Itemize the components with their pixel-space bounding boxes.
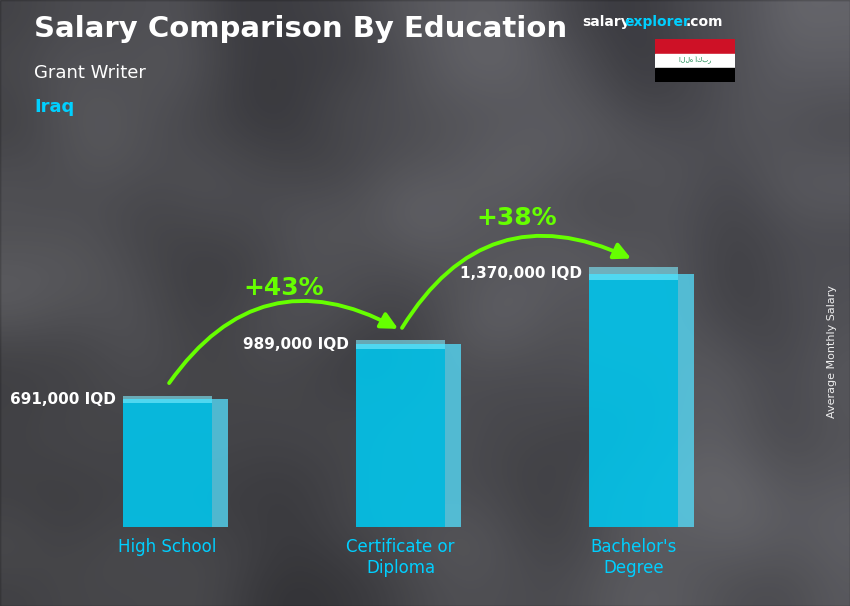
Text: +38%: +38% (477, 205, 558, 230)
Text: 691,000 IQD: 691,000 IQD (10, 392, 116, 407)
Bar (123, 399, 212, 527)
Bar (678, 274, 694, 527)
Bar (212, 399, 228, 527)
Text: explorer: explorer (625, 15, 690, 29)
Text: 1,370,000 IQD: 1,370,000 IQD (461, 266, 582, 281)
Bar (123, 396, 212, 402)
Text: +43%: +43% (244, 276, 325, 300)
Bar (589, 274, 678, 527)
Text: salary: salary (582, 15, 630, 29)
Text: 989,000 IQD: 989,000 IQD (243, 337, 349, 351)
Bar (445, 344, 462, 527)
Text: Grant Writer: Grant Writer (34, 64, 146, 82)
Bar (356, 344, 445, 527)
Bar (654, 39, 735, 53)
Text: Salary Comparison By Education: Salary Comparison By Education (34, 15, 567, 43)
Text: Iraq: Iraq (34, 98, 74, 116)
Bar (654, 68, 735, 82)
Bar (654, 53, 735, 68)
Text: Average Monthly Salary: Average Monthly Salary (827, 285, 837, 418)
Bar (356, 340, 445, 349)
Text: .com: .com (686, 15, 723, 29)
Bar (589, 267, 678, 280)
Text: الله أكبر: الله أكبر (679, 57, 711, 64)
